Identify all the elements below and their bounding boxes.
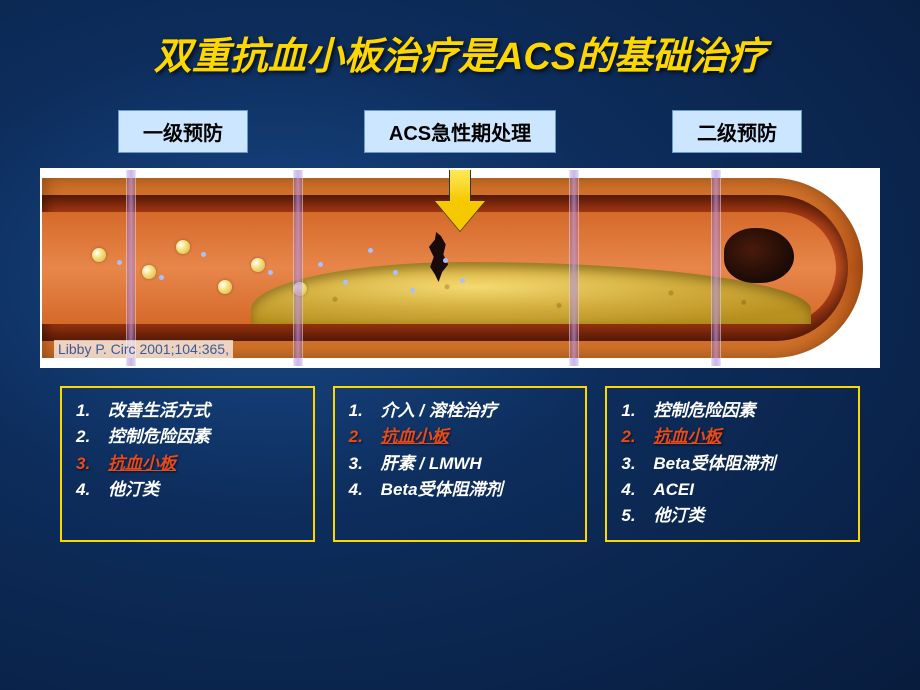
- list-item: ACEI: [621, 477, 850, 503]
- platelet: [368, 248, 373, 253]
- arrow-down-icon: [435, 168, 485, 235]
- list-item: 改善生活方式: [76, 398, 305, 424]
- platelet: [159, 275, 164, 280]
- phase-label-row: 一级预防 ACS急性期处理 二级预防: [0, 110, 920, 153]
- list-item: 抗血小板: [349, 424, 578, 450]
- platelet: [343, 280, 348, 285]
- phase-divider: [569, 168, 579, 368]
- list-acute: 介入 / 溶栓治疗抗血小板肝素 / LMWHBeta受体阻滞剂: [333, 386, 588, 542]
- phase-label-acute: ACS急性期处理: [364, 110, 556, 153]
- list-item: 控制危险因素: [76, 424, 305, 450]
- citation-text: Libby P. Circ 2001;104:365,: [54, 340, 233, 358]
- list-item: 抗血小板: [76, 451, 305, 477]
- foam-cell: [251, 258, 265, 272]
- platelet: [460, 278, 465, 283]
- platelet: [268, 270, 273, 275]
- artery-plaque: [251, 262, 811, 324]
- list-secondary: 控制危险因素抗血小板Beta受体阻滞剂ACEI他汀类: [605, 386, 860, 542]
- foam-cell: [176, 240, 190, 254]
- list-item: 他汀类: [621, 503, 850, 529]
- list-item: 介入 / 溶栓治疗: [349, 398, 578, 424]
- list-item: Beta受体阻滞剂: [621, 451, 850, 477]
- list-item: 他汀类: [76, 477, 305, 503]
- list-item: Beta受体阻滞剂: [349, 477, 578, 503]
- foam-cell: [218, 280, 232, 294]
- phase-label-primary: 一级预防: [118, 110, 248, 153]
- list-item: 抗血小板: [621, 424, 850, 450]
- phase-label-secondary: 二级预防: [672, 110, 802, 153]
- phase-divider: [293, 168, 303, 368]
- list-item: 控制危险因素: [621, 398, 850, 424]
- platelet: [201, 252, 206, 257]
- phase-divider: [126, 168, 136, 368]
- list-item: 肝素 / LMWH: [349, 451, 578, 477]
- platelet: [410, 288, 415, 293]
- artery-diagram: Libby P. Circ 2001;104:365,: [40, 168, 880, 368]
- platelet: [318, 262, 323, 267]
- treatment-lists: 改善生活方式控制危险因素抗血小板他汀类 介入 / 溶栓治疗抗血小板肝素 / LM…: [60, 386, 860, 542]
- list-primary: 改善生活方式控制危险因素抗血小板他汀类: [60, 386, 315, 542]
- thrombus: [724, 228, 794, 283]
- phase-divider: [711, 168, 721, 368]
- slide-title: 双重抗血小板治疗是ACS的基础治疗: [0, 0, 920, 80]
